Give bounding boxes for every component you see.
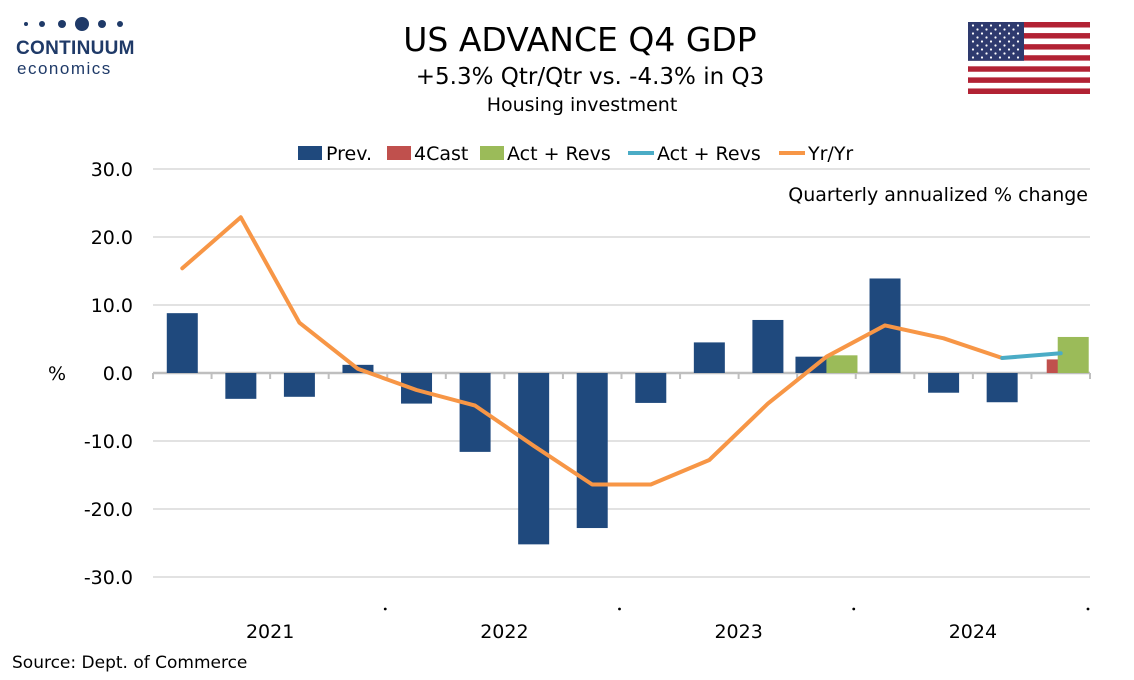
bar-prev — [166, 313, 198, 373]
legend-label: Prev. — [326, 143, 372, 165]
x-axis: 2021 2022 2023 2024 — [246, 607, 1090, 643]
legend-label: Yr/Yr — [807, 143, 853, 165]
bar-actual — [826, 355, 858, 373]
chart-subtitle: +5.3% Qtr/Qtr vs. -4.3% in Q3 — [415, 64, 765, 90]
chart-title: US ADVANCE Q4 GDP — [403, 20, 757, 59]
x-year-label: 2021 — [246, 621, 294, 643]
x-year-label: 2022 — [480, 621, 528, 643]
y-axis-label: % — [48, 363, 66, 385]
bar-prev — [576, 373, 608, 529]
bar-prev — [518, 373, 550, 545]
bar-prev — [635, 373, 667, 403]
y-tick-label: 30.0 — [91, 159, 133, 181]
legend: Prev. 4Cast Act + Revs Act + Revs Yr/Yr — [298, 143, 853, 165]
lines — [180, 215, 1063, 487]
bar-prev — [928, 373, 960, 393]
bar-prev — [693, 342, 725, 373]
logo-name: CONTINUUM — [16, 38, 135, 59]
logo-sub: economics — [17, 59, 112, 78]
bar-forecast — [1046, 359, 1059, 373]
bars — [166, 278, 1089, 545]
line-yoy — [180, 215, 1005, 487]
logo-dots-icon — [24, 17, 123, 31]
y-tick-labels: 30.0 20.0 10.0 0.0 -10.0 -20.0 -30.0 — [84, 159, 133, 589]
y-tick-label: -10.0 — [84, 431, 133, 453]
line-act-revs — [1000, 351, 1063, 360]
legend-label: 4Cast — [414, 143, 468, 165]
bar-prev — [283, 373, 315, 397]
legend-swatch — [387, 146, 411, 160]
year-separator-dot — [1086, 607, 1090, 611]
x-year-label: 2024 — [949, 621, 997, 643]
chart-annotation: Quarterly annualized % change — [788, 184, 1088, 206]
bar-prev — [752, 319, 784, 373]
us-flag-icon — [968, 22, 1090, 94]
gridlines — [153, 168, 1090, 578]
y-tick-label: -20.0 — [84, 499, 133, 521]
year-separator-dot — [383, 607, 387, 611]
x-year-label: 2023 — [714, 621, 762, 643]
y-tick-label: 20.0 — [91, 227, 133, 249]
legend-swatch — [480, 146, 504, 160]
bar-actual — [1057, 336, 1089, 373]
year-separator-dot — [852, 607, 856, 611]
y-tick-label: -30.0 — [84, 567, 133, 589]
year-separator-dot — [618, 607, 621, 611]
bar-prev — [986, 373, 1018, 403]
legend-label: Act + Revs — [507, 143, 611, 165]
y-tick-label: 0.0 — [103, 363, 133, 385]
bar-prev — [225, 373, 257, 399]
chart-subtitle-2: Housing investment — [486, 94, 678, 116]
legend-swatch — [298, 146, 322, 160]
source-note: Source: Dept. of Commerce — [12, 653, 248, 673]
y-tick-label: 10.0 — [91, 295, 133, 317]
legend-label: Act + Revs — [657, 143, 761, 165]
